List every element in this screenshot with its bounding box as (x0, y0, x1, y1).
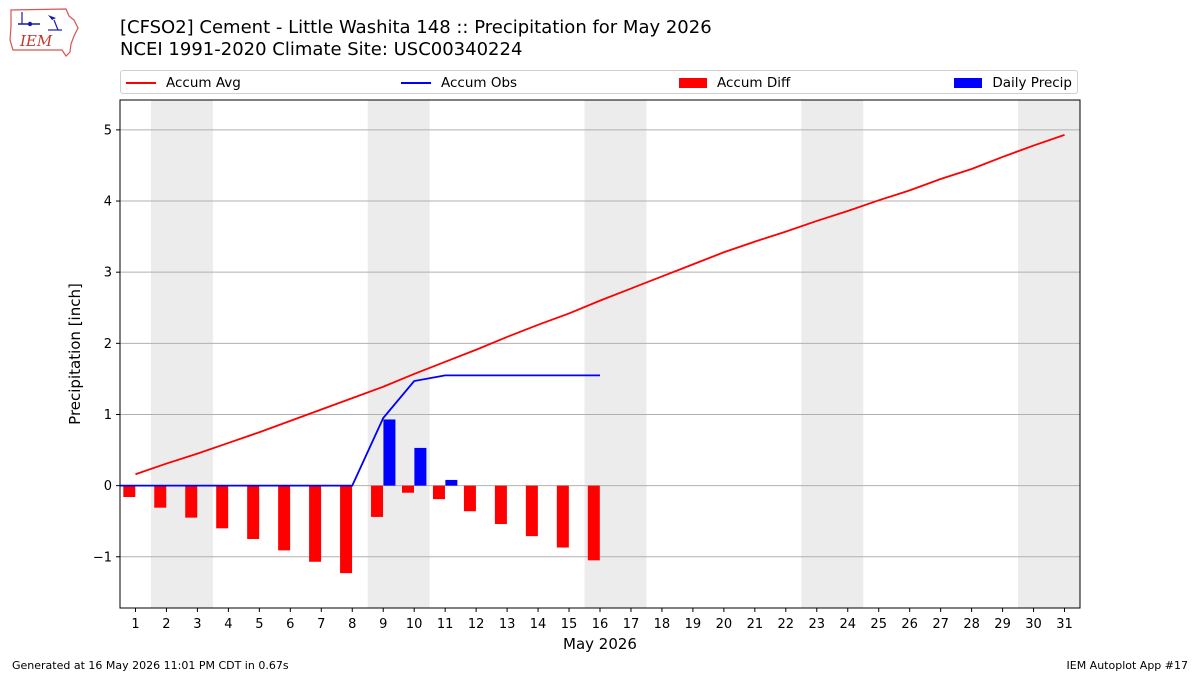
legend-label: Daily Precip (992, 75, 1072, 91)
app-credit: IEM Autoplot App #17 (1066, 659, 1189, 672)
x-tick-label: 17 (623, 617, 640, 632)
x-tick-label: 9 (379, 617, 387, 632)
y-tick-label: 3 (104, 266, 112, 281)
x-tick-label: 8 (348, 617, 356, 632)
x-tick-label: 1 (131, 617, 139, 632)
x-tick-label: 11 (437, 617, 454, 632)
legend-line-red (126, 82, 156, 84)
x-tick-label: 7 (317, 617, 325, 632)
x-tick-label: 4 (224, 617, 232, 632)
weekend-band (1018, 100, 1080, 608)
y-tick-label: 4 (104, 195, 112, 210)
accum-diff-bar (525, 485, 538, 537)
legend-accum-obs: Accum Obs (401, 74, 517, 92)
accum-diff-bar (278, 485, 291, 551)
x-tick-label: 16 (592, 617, 609, 632)
x-tick-label: 10 (406, 617, 423, 632)
x-tick-label: 22 (778, 617, 795, 632)
y-tick-label: 1 (104, 408, 112, 423)
y-tick-label: −1 (93, 550, 112, 565)
accum-avg-line (135, 134, 1065, 476)
daily-precip-bar (414, 447, 427, 486)
x-axis-label: May 2026 (563, 635, 637, 653)
x-tick-label: 15 (561, 617, 578, 632)
x-tick-label: 19 (685, 617, 702, 632)
x-tick-label: 5 (255, 617, 263, 632)
accum-diff-bar (402, 485, 414, 493)
x-tick-label: 21 (747, 617, 764, 632)
accum-diff-bar (340, 485, 353, 574)
legend-patch-blue (954, 78, 983, 88)
accum-diff-bar (463, 485, 476, 512)
accum-diff-bar (123, 485, 136, 498)
x-tick-label: 20 (716, 617, 733, 632)
accum-diff-bar (494, 485, 507, 525)
svg-text:IEM: IEM (19, 32, 53, 50)
x-tick-label: 6 (286, 617, 294, 632)
accum-diff-bar (432, 485, 445, 500)
daily-precip-bar (445, 479, 458, 486)
accum-diff-bar (371, 485, 384, 517)
daily-precip-bar (383, 419, 396, 486)
x-tick-label: 3 (193, 617, 201, 632)
y-tick-label: 2 (104, 337, 112, 352)
x-tick-label: 28 (963, 617, 980, 632)
weekend-band (801, 100, 864, 608)
x-tick-label: 23 (809, 617, 826, 632)
x-tick-label: 13 (499, 617, 516, 632)
iem-logo: IEM (8, 6, 80, 58)
y-axis-label: Precipitation [inch] (66, 283, 84, 425)
accum-diff-bar (154, 485, 167, 508)
legend-label: Accum Obs (441, 75, 518, 91)
y-tick-label: 0 (104, 479, 112, 494)
x-tick-label: 31 (1056, 617, 1073, 632)
chart-title: [CFSO2] Cement - Little Washita 148 :: P… (120, 17, 712, 38)
legend-label: Accum Avg (166, 75, 241, 91)
x-tick-label: 29 (994, 617, 1011, 632)
y-tick-label: 5 (104, 123, 112, 138)
x-tick-label: 24 (839, 617, 856, 632)
accum-diff-bar (216, 485, 229, 529)
accum-diff-bar (309, 485, 322, 562)
accum-diff-bar (587, 485, 600, 561)
chart-subtitle: NCEI 1991-2020 Climate Site: USC00340224 (120, 39, 523, 60)
weekend-band (150, 100, 213, 608)
x-tick-label: 26 (901, 617, 918, 632)
x-tick-label: 12 (468, 617, 485, 632)
x-tick-label: 18 (654, 617, 671, 632)
legend-accum-avg: Accum Avg (126, 74, 241, 92)
x-tick-label: 30 (1025, 617, 1042, 632)
x-tick-label: 25 (870, 617, 887, 632)
accum-diff-bar (556, 485, 569, 548)
iowa-outline-icon: IEM (9, 8, 79, 57)
accum-diff-bar (247, 485, 260, 539)
accum-obs-line (120, 374, 600, 487)
legend-daily-precip: Daily Precip (954, 74, 1072, 92)
legend-accum-diff: Accum Diff (679, 74, 790, 92)
weekend-band (367, 100, 430, 608)
legend-patch-red (679, 78, 707, 88)
legend-line-blue (401, 82, 431, 84)
legend-label: Accum Diff (717, 75, 791, 91)
accum-diff-bar (185, 485, 198, 518)
x-tick-label: 27 (932, 617, 949, 632)
x-tick-label: 2 (162, 617, 170, 632)
x-tick-label: 14 (530, 617, 547, 632)
generated-timestamp: Generated at 16 May 2026 11:01 PM CDT in… (12, 659, 289, 672)
chart-legend: Accum Avg Accum Obs Accum Diff Daily Pre… (120, 70, 1078, 94)
